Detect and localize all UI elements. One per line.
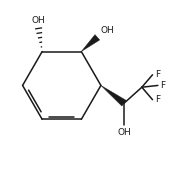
Text: F: F <box>155 70 160 79</box>
Text: OH: OH <box>32 16 45 25</box>
Text: F: F <box>155 95 160 104</box>
Text: F: F <box>160 81 165 90</box>
Text: OH: OH <box>117 128 131 137</box>
Text: OH: OH <box>100 26 114 35</box>
Polygon shape <box>81 35 100 51</box>
Polygon shape <box>101 85 126 106</box>
